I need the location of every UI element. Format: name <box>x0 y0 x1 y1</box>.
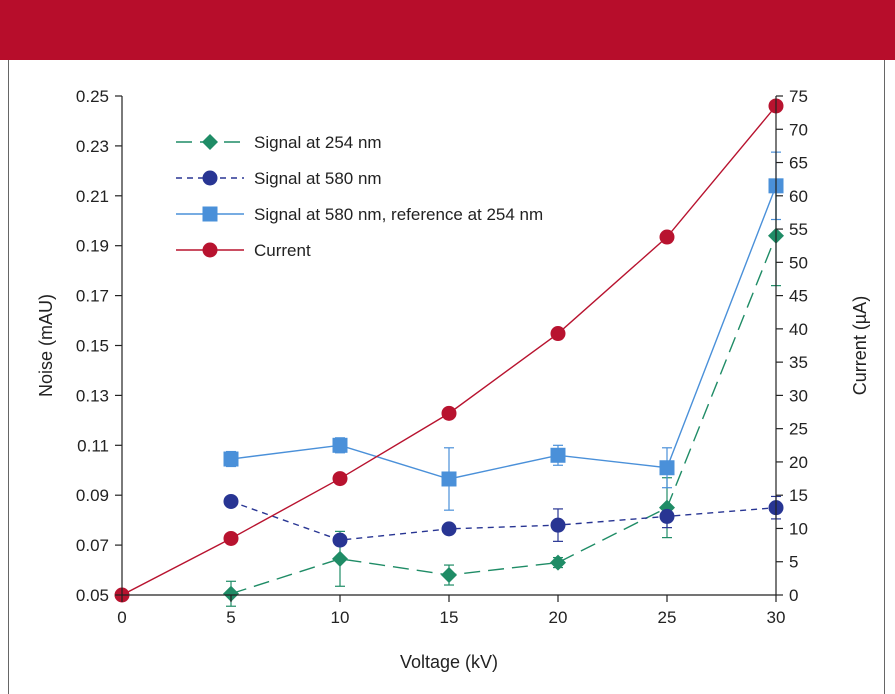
legend-label: Signal at 580 nm, reference at 254 nm <box>254 205 543 224</box>
y-left-tick-label: 0.05 <box>76 586 109 605</box>
series-2-point <box>223 493 239 509</box>
series-2-line <box>230 500 777 541</box>
x-tick-label: 0 <box>117 608 126 627</box>
y-right-tick-label: 20 <box>789 453 808 472</box>
x-tick-label: 30 <box>767 608 786 627</box>
y-right-tick-label: 25 <box>789 420 808 439</box>
y-left-tick-label: 0.15 <box>76 337 109 356</box>
x-tick-label: 25 <box>658 608 677 627</box>
y-left-tick-label: 0.19 <box>76 237 109 256</box>
x-axis-label: Voltage (kV) <box>400 652 498 672</box>
series-3-point <box>659 460 675 476</box>
series-3-point <box>223 451 239 467</box>
y-ticks-right: 0 5 10 15 20 25 30 35 40 45 50 55 60 65 70 75 <box>776 87 808 605</box>
series-1-point <box>223 585 239 602</box>
y-left-tick-label: 0.11 <box>77 436 109 455</box>
series-1-point <box>550 554 566 571</box>
series-4-point <box>659 229 675 245</box>
series-4-point <box>332 471 348 487</box>
series-3-point <box>332 437 348 453</box>
x-ticks: 0 5 10 15 20 25 30 <box>117 595 785 627</box>
series-3-point <box>441 471 457 487</box>
y-left-tick-label: 0.17 <box>76 287 109 306</box>
series-4-point <box>550 326 566 342</box>
series-2-point <box>550 517 566 533</box>
y-left-tick-label: 0.23 <box>76 137 109 156</box>
y-right-tick-label: 50 <box>789 253 808 272</box>
series-2-point <box>441 521 457 537</box>
y-left-tick-label: 0.09 <box>76 486 109 505</box>
series-3-line <box>230 185 777 480</box>
y-right-tick-label: 45 <box>789 287 808 306</box>
series-4-point <box>441 405 457 421</box>
y-right-tick-label: 35 <box>789 353 808 372</box>
y-left-tick-label: 0.21 <box>76 187 109 206</box>
series-1-line <box>230 235 777 595</box>
y-right-tick-label: 10 <box>789 519 808 538</box>
x-tick-label: 20 <box>549 608 568 627</box>
y-left-tick-label: 0.25 <box>76 87 109 106</box>
y-axis-label-left: Noise (mAU) <box>36 294 56 397</box>
header-banner <box>0 0 895 60</box>
y-right-tick-label: 55 <box>789 220 808 239</box>
y-left-tick-label: 0.07 <box>76 536 109 555</box>
y-right-tick-label: 60 <box>789 187 808 206</box>
legend-label: Signal at 580 nm <box>254 169 382 188</box>
y-right-tick-label: 0 <box>789 586 798 605</box>
series-2-point <box>332 532 348 548</box>
y-axis-label-right: Current (µA) <box>850 296 870 395</box>
x-tick-label: 15 <box>440 608 459 627</box>
figure-frame <box>8 60 885 694</box>
y-right-tick-label: 75 <box>789 87 808 106</box>
legend-label: Current <box>254 241 311 260</box>
y-ticks-left: 0.05 0.07 0.09 0.11 0.13 0.15 0.17 0.19 0.21 0.23… <box>76 87 122 605</box>
series-1-point <box>332 550 348 567</box>
x-tick-label: 5 <box>226 608 235 627</box>
series-4-point <box>223 530 239 546</box>
series-3-point <box>550 447 566 463</box>
y-left-tick-label: 0.13 <box>76 386 109 405</box>
series-2-point <box>659 508 675 524</box>
series-markers <box>114 98 784 603</box>
y-right-tick-label: 70 <box>789 120 808 139</box>
y-right-tick-label: 15 <box>789 486 808 505</box>
y-right-tick-label: 30 <box>789 386 808 405</box>
legend-marker <box>202 206 218 222</box>
y-right-tick-label: 5 <box>789 553 798 572</box>
y-right-tick-label: 65 <box>789 154 808 173</box>
x-tick-label: 10 <box>331 608 350 627</box>
legend-label: Signal at 254 nm <box>254 133 382 152</box>
legend-marker <box>202 134 218 150</box>
legend-marker <box>202 170 218 186</box>
legend-marker <box>202 242 218 258</box>
series-1-point <box>441 567 457 584</box>
legend: Signal at 254 nm Signal at 580 nm Signal a… <box>176 133 543 260</box>
y-right-tick-label: 40 <box>789 320 808 339</box>
